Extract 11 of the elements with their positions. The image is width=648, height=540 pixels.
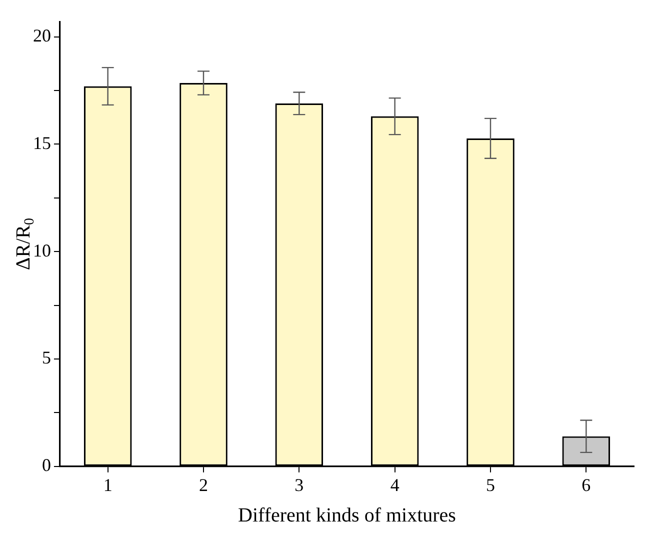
x-axis-title: Different kinds of mixtures (238, 504, 456, 526)
x-tick-label: 5 (486, 474, 495, 495)
y-tick-label: 20 (33, 26, 51, 46)
x-tick-label: 1 (103, 474, 112, 495)
x-tick-label: 3 (294, 474, 304, 495)
y-tick-label: 0 (42, 455, 51, 476)
x-tick-label: 6 (582, 474, 591, 495)
y-tick-label: 15 (33, 132, 51, 153)
x-tick-label: 4 (390, 474, 400, 495)
x-tick-label: 2 (199, 474, 208, 495)
y-tick-label: 5 (42, 348, 51, 368)
